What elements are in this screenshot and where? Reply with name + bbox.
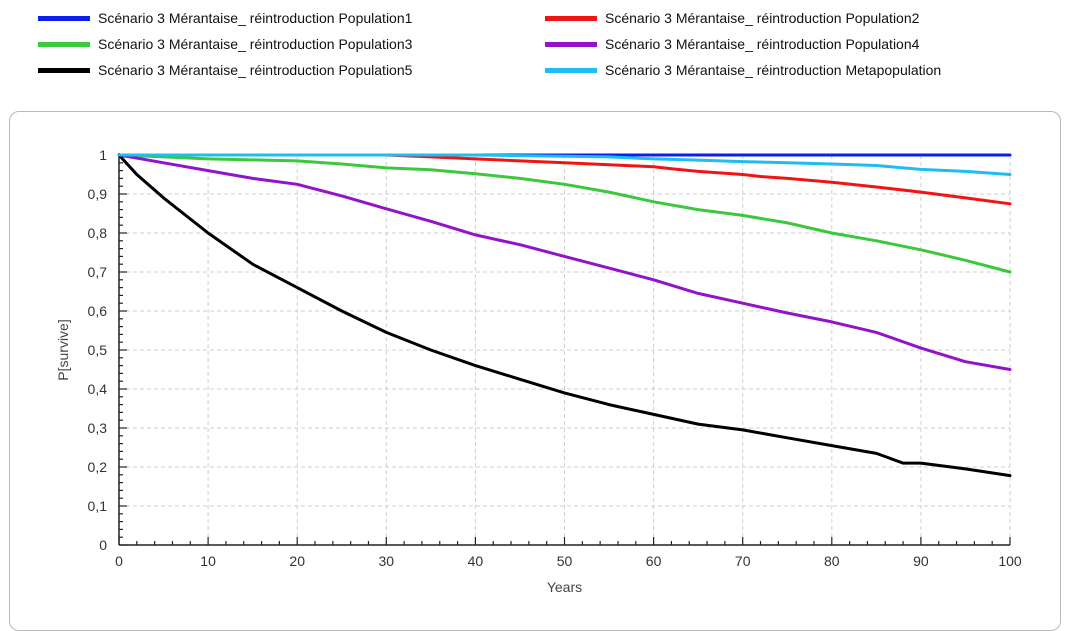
legend-item: Scénario 3 Mérantaise_ réintroduction Po…: [545, 35, 919, 53]
legend-label: Scénario 3 Mérantaise_ réintroduction Me…: [605, 62, 942, 78]
y-tick-label: 0,1: [88, 498, 108, 514]
series-line: [117, 153, 1012, 478]
x-tick-label: 50: [557, 553, 573, 569]
legend-item: Scénario 3 Mérantaise_ réintroduction Po…: [38, 61, 412, 79]
x-tick-label: 20: [289, 553, 305, 569]
legend-swatch: [545, 67, 597, 73]
x-tick-label: 40: [468, 553, 484, 569]
legend-label: Scénario 3 Mérantaise_ réintroduction Po…: [98, 62, 413, 78]
legend-swatch: [38, 15, 90, 21]
legend-label: Scénario 3 Mérantaise_ réintroduction Po…: [98, 36, 413, 52]
series-line: [117, 153, 1012, 274]
y-tick-label: 0,4: [88, 381, 108, 397]
series-line: [117, 153, 1012, 176]
series-line: [117, 153, 1012, 206]
x-tick-label: 100: [998, 553, 1022, 569]
legend-swatch: [545, 41, 597, 47]
y-axis-title: P[survive]: [55, 319, 71, 380]
y-tick-label: 0,9: [88, 186, 108, 202]
y-tick-label: 1: [99, 147, 107, 163]
chart-legend: Scénario 3 Mérantaise_ réintroduction Po…: [0, 0, 1071, 90]
legend-label: Scénario 3 Mérantaise_ réintroduction Po…: [605, 36, 920, 52]
legend-label: Scénario 3 Mérantaise_ réintroduction Po…: [98, 10, 413, 26]
x-tick-label: 90: [913, 553, 929, 569]
legend-item: Scénario 3 Mérantaise_ réintroduction Po…: [38, 9, 412, 27]
y-tick-label: 0,8: [88, 225, 108, 241]
y-tick-label: 0,6: [88, 303, 108, 319]
x-tick-label: 10: [200, 553, 216, 569]
legend-swatch: [545, 15, 597, 21]
legend-label: Scénario 3 Mérantaise_ réintroduction Po…: [605, 10, 920, 26]
x-tick-label: 70: [735, 553, 751, 569]
y-tick-label: 0,5: [88, 342, 108, 358]
x-tick-label: 30: [379, 553, 395, 569]
x-tick-label: 0: [115, 553, 123, 569]
y-tick-label: 0: [99, 537, 107, 553]
legend-item: Scénario 3 Mérantaise_ réintroduction Po…: [38, 35, 412, 53]
y-tick-label: 0,2: [88, 459, 108, 475]
legend-item: Scénario 3 Mérantaise_ réintroduction Me…: [545, 61, 941, 79]
legend-swatch: [38, 67, 90, 73]
y-tick-label: 0,3: [88, 420, 108, 436]
y-tick-label: 0,7: [88, 264, 108, 280]
x-axis-title: Years: [547, 579, 582, 595]
series-line: [117, 153, 1012, 371]
x-tick-label: 80: [824, 553, 840, 569]
x-tick-label: 60: [646, 553, 662, 569]
legend-swatch: [38, 41, 90, 47]
legend-item: Scénario 3 Mérantaise_ réintroduction Po…: [545, 9, 919, 27]
